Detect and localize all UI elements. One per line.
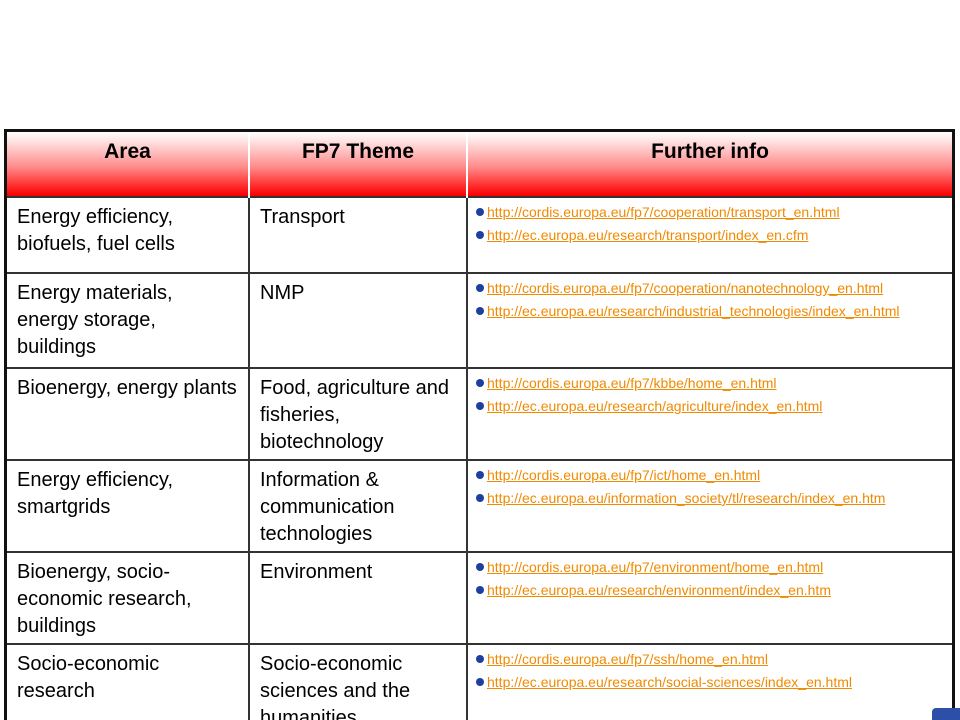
table-row: Bioenergy, socio-economic research, buil…	[7, 551, 952, 644]
bullet-icon	[476, 678, 484, 686]
theme-cell: Information & communication technologies	[249, 459, 468, 552]
bullet-icon	[476, 307, 484, 315]
area-cell: Socio-economic research	[7, 643, 250, 720]
area-cell: Energy efficiency, biofuels, fuel cells	[7, 196, 250, 273]
link[interactable]: http://cordis.europa.eu/fp7/environment/…	[487, 559, 824, 575]
further-info-cell: http://cordis.europa.eu/fp7/ict/home_en.…	[467, 459, 952, 552]
link[interactable]: http://ec.europa.eu/information_society/…	[487, 490, 886, 506]
area-cell: Energy materials, energy storage, buildi…	[7, 272, 250, 368]
header-further-info: Further info	[467, 132, 952, 197]
logo-corner-icon	[932, 708, 960, 720]
further-info-cell: http://cordis.europa.eu/fp7/environment/…	[467, 551, 952, 644]
header-row: Area FP7 Theme Further info	[7, 132, 952, 197]
link-item: http://cordis.europa.eu/fp7/cooperation/…	[476, 204, 944, 221]
link[interactable]: http://ec.europa.eu/research/social-scie…	[487, 674, 852, 690]
link[interactable]: http://cordis.europa.eu/fp7/ict/home_en.…	[487, 467, 761, 483]
theme-cell: Environment	[249, 551, 468, 644]
theme-cell: Transport	[249, 196, 468, 273]
bullet-icon	[476, 586, 484, 594]
header-area: Area	[7, 132, 250, 197]
link[interactable]: http://ec.europa.eu/research/environment…	[487, 582, 831, 598]
link-item: http://ec.europa.eu/research/industrial_…	[476, 303, 944, 320]
link-item: http://ec.europa.eu/research/environment…	[476, 582, 944, 599]
link[interactable]: http://cordis.europa.eu/fp7/ssh/home_en.…	[487, 651, 768, 667]
header-fp7-theme: FP7 Theme	[249, 132, 468, 197]
bullet-icon	[476, 284, 484, 292]
link[interactable]: http://cordis.europa.eu/fp7/cooperation/…	[487, 204, 840, 220]
table-row: Socio-economic research Socio-economic s…	[7, 643, 952, 720]
link-item: http://cordis.europa.eu/fp7/kbbe/home_en…	[476, 375, 944, 392]
table: Area FP7 Theme Further info Energy effic…	[7, 132, 952, 720]
further-info-cell: http://cordis.europa.eu/fp7/ssh/home_en.…	[467, 643, 952, 720]
link-item: http://cordis.europa.eu/fp7/ssh/home_en.…	[476, 651, 944, 668]
area-cell: Bioenergy, energy plants	[7, 367, 250, 460]
bullet-icon	[476, 563, 484, 571]
table-row: Energy efficiency, smartgrids Informatio…	[7, 459, 952, 552]
link-item: http://ec.europa.eu/research/agriculture…	[476, 398, 944, 415]
area-cell: Energy efficiency, smartgrids	[7, 459, 250, 552]
bullet-icon	[476, 231, 484, 239]
bullet-icon	[476, 208, 484, 216]
link[interactable]: http://cordis.europa.eu/fp7/cooperation/…	[487, 280, 884, 296]
bullet-icon	[476, 655, 484, 663]
link[interactable]: http://cordis.europa.eu/fp7/kbbe/home_en…	[487, 375, 777, 391]
theme-cell: Socio-economic sciences and the humaniti…	[249, 643, 468, 720]
link-item: http://cordis.europa.eu/fp7/cooperation/…	[476, 280, 944, 297]
area-cell: Bioenergy, socio-economic research, buil…	[7, 551, 250, 644]
further-info-cell: http://cordis.europa.eu/fp7/cooperation/…	[467, 272, 952, 368]
bullet-icon	[476, 379, 484, 387]
further-info-cell: http://cordis.europa.eu/fp7/kbbe/home_en…	[467, 367, 952, 460]
further-info-cell: http://cordis.europa.eu/fp7/cooperation/…	[467, 196, 952, 273]
link-item: http://ec.europa.eu/research/transport/i…	[476, 227, 944, 244]
fp7-themes-table: Area FP7 Theme Further info Energy effic…	[4, 129, 955, 720]
theme-cell: Food, agriculture and fisheries, biotech…	[249, 367, 468, 460]
bullet-icon	[476, 402, 484, 410]
link[interactable]: http://ec.europa.eu/research/transport/i…	[487, 227, 809, 243]
table-row: Energy materials, energy storage, buildi…	[7, 272, 952, 368]
link-item: http://cordis.europa.eu/fp7/environment/…	[476, 559, 944, 576]
table-row: Energy efficiency, biofuels, fuel cells …	[7, 196, 952, 273]
theme-cell: NMP	[249, 272, 468, 368]
table-row: Bioenergy, energy plants Food, agricultu…	[7, 367, 952, 460]
link[interactable]: http://ec.europa.eu/research/industrial_…	[487, 303, 900, 319]
link-item: http://cordis.europa.eu/fp7/ict/home_en.…	[476, 467, 944, 484]
link[interactable]: http://ec.europa.eu/research/agriculture…	[487, 398, 823, 414]
bullet-icon	[476, 494, 484, 502]
bullet-icon	[476, 471, 484, 479]
link-item: http://ec.europa.eu/research/social-scie…	[476, 674, 944, 691]
link-item: http://ec.europa.eu/information_society/…	[476, 490, 944, 507]
